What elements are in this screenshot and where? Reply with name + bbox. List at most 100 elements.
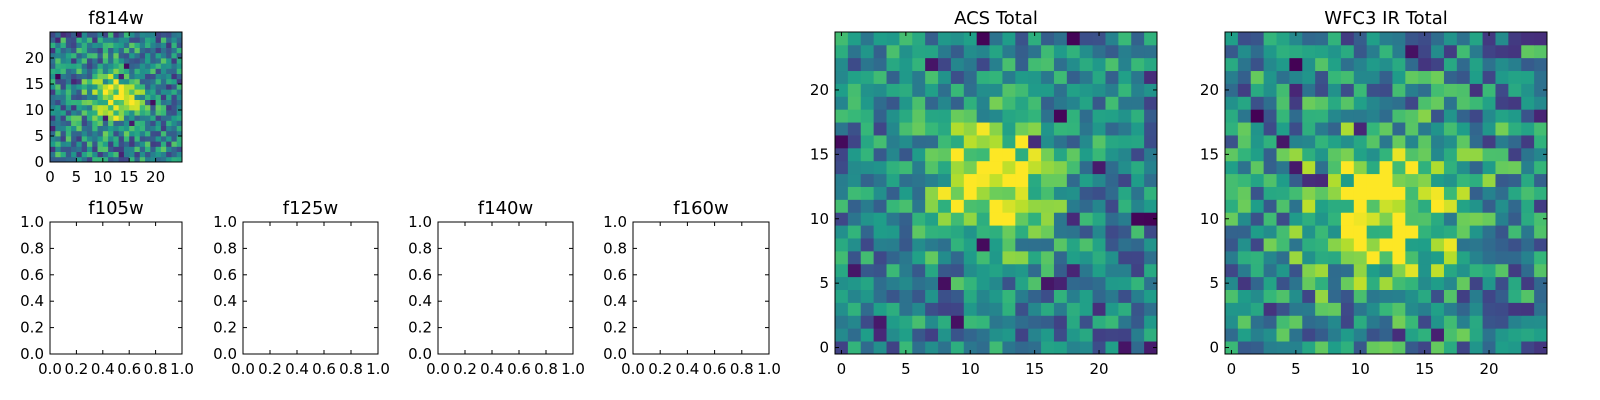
heatmap-cell <box>1015 109 1029 123</box>
heatmap-cell <box>1379 57 1393 72</box>
y-tick-label: 0.0 <box>213 345 237 363</box>
heatmap-cell <box>873 328 887 342</box>
heatmap-cell <box>1041 96 1055 110</box>
heatmap-cell <box>1456 250 1471 265</box>
heatmap-cell <box>950 276 965 290</box>
heatmap-cell <box>1495 44 1509 59</box>
heatmap-cell <box>1263 44 1277 59</box>
heatmap-cell <box>65 136 72 142</box>
heatmap-cell <box>1237 315 1252 329</box>
heatmap-cell <box>76 32 83 38</box>
heatmap-cell <box>1250 341 1265 355</box>
heatmap-cell <box>129 110 135 116</box>
heatmap-cell <box>1225 238 1239 252</box>
heatmap-cell <box>835 135 849 149</box>
heatmap-cell <box>108 32 114 38</box>
heatmap-cell <box>1028 160 1042 175</box>
x-tick-label: 0.2 <box>64 360 88 378</box>
heatmap-cell <box>1443 135 1458 149</box>
heatmap-cell <box>55 47 61 54</box>
heatmap-cell <box>50 37 56 43</box>
heatmap-cell <box>102 104 109 111</box>
heatmap-cell <box>55 73 61 80</box>
heatmap-cell <box>1144 199 1158 213</box>
heatmap-cell <box>123 146 130 152</box>
heatmap-cell <box>989 250 1003 265</box>
heatmap-cell <box>108 47 114 54</box>
heatmap-cell <box>1456 341 1471 355</box>
heatmap-cell <box>1066 186 1081 200</box>
heatmap-cell <box>1092 70 1106 84</box>
heatmap-cell <box>1276 122 1290 136</box>
heatmap-cell <box>1250 186 1265 200</box>
heatmap-cell <box>925 44 939 59</box>
heatmap-cell <box>1041 109 1055 123</box>
heatmap-cell <box>1508 32 1522 46</box>
heatmap-cell <box>139 110 146 116</box>
heatmap-cell <box>1315 122 1329 136</box>
heatmap-cell <box>1276 250 1290 265</box>
heatmap-cell <box>166 89 172 95</box>
heatmap-cell <box>976 302 990 316</box>
heatmap-cell <box>166 120 172 126</box>
heatmap-cell <box>97 32 104 38</box>
heatmap-cell <box>81 37 88 43</box>
heatmap-cell <box>1263 302 1277 316</box>
heatmap-cell <box>102 89 109 95</box>
heatmap-cell <box>1066 276 1081 290</box>
heatmap-cell <box>171 130 178 137</box>
heatmap-cell <box>129 156 135 163</box>
heatmap-cell <box>1302 122 1316 136</box>
heatmap-cell <box>81 63 88 69</box>
heatmap-cell <box>1028 212 1042 226</box>
heatmap-cell <box>1263 250 1277 265</box>
x-tick-label: 0.0 <box>231 360 255 378</box>
heatmap-cell <box>1328 289 1342 303</box>
heatmap-cell <box>97 58 104 64</box>
heatmap-cell <box>1079 225 1093 239</box>
heatmap-cell <box>123 120 130 126</box>
heatmap-cell <box>938 263 952 278</box>
heatmap-cell <box>102 63 109 69</box>
heatmap-cell <box>108 115 114 121</box>
heatmap-cell <box>835 328 849 342</box>
heatmap-cell <box>1041 147 1055 162</box>
heatmap-cell <box>71 68 77 74</box>
heatmap-cell <box>1495 263 1509 278</box>
heatmap-cell <box>1495 341 1509 355</box>
heatmap-cell <box>160 141 167 147</box>
heatmap-cell <box>55 141 61 147</box>
heatmap-cell <box>1066 212 1081 226</box>
heatmap-cell <box>1237 238 1252 252</box>
heatmap-cell <box>1144 289 1158 303</box>
heatmap-cell <box>873 302 887 316</box>
heatmap-cell <box>1418 328 1432 342</box>
heatmap-cell <box>1053 96 1068 110</box>
heatmap-cell <box>1053 341 1068 355</box>
heatmap-cell <box>1508 135 1522 149</box>
heatmap-cell <box>108 99 114 106</box>
heatmap-cell <box>1015 70 1029 84</box>
heatmap-cell <box>1144 32 1158 46</box>
heatmap-cell <box>150 94 156 100</box>
heatmap-cell <box>1092 199 1106 213</box>
heatmap-cell <box>1521 57 1535 72</box>
heatmap-cell <box>1053 315 1068 329</box>
heatmap-cell <box>71 58 77 64</box>
heatmap-cell <box>1105 70 1119 84</box>
heatmap-cell <box>886 109 900 123</box>
heatmap-cell <box>102 151 109 158</box>
heatmap-cell <box>102 115 109 121</box>
heatmap-cell <box>1237 289 1252 303</box>
heatmap-cell <box>1366 250 1380 265</box>
heatmap-cell <box>86 141 93 147</box>
heatmap-cell <box>1508 160 1522 175</box>
heatmap-cell <box>976 225 990 239</box>
heatmap-cell <box>176 120 183 126</box>
heatmap-cell <box>1469 70 1483 84</box>
heatmap-cell <box>1250 96 1265 110</box>
heatmap-cell <box>963 44 978 59</box>
heatmap-cell <box>1418 96 1432 110</box>
heatmap-cell <box>912 186 926 200</box>
